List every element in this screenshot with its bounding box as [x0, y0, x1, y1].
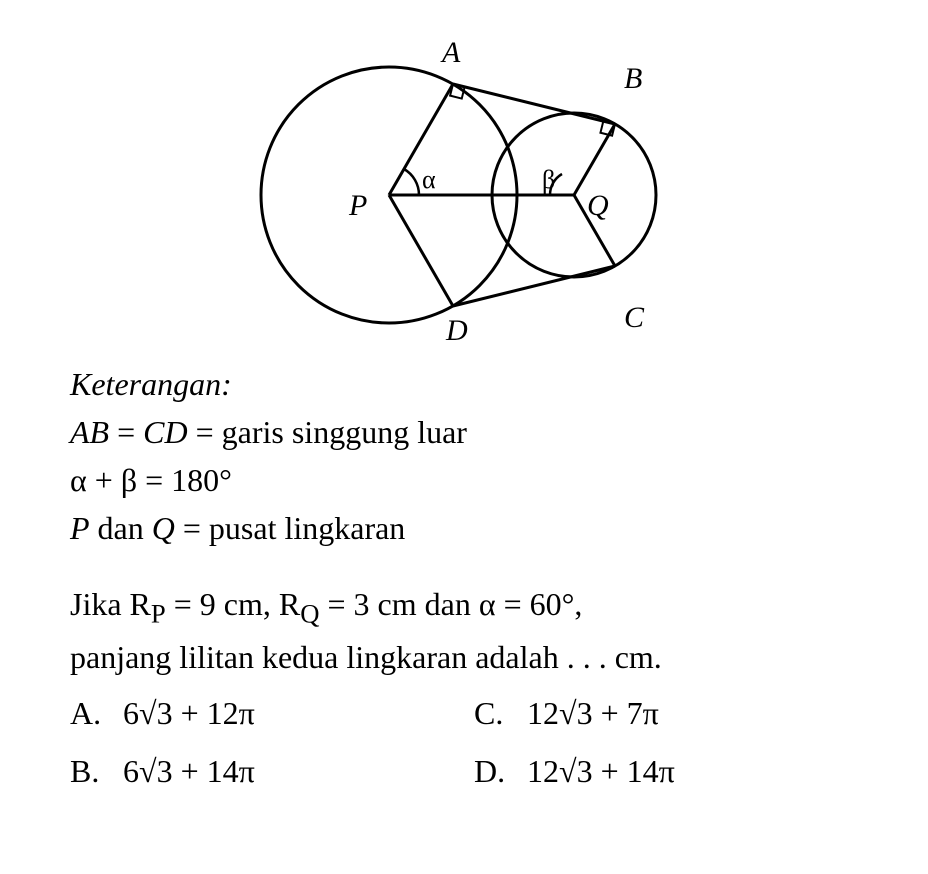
ab-text: AB [70, 414, 109, 450]
question-line2: panjang lilitan kedua lingkaran adalah .… [70, 633, 858, 681]
rp-r: R [130, 586, 151, 622]
jika-text: Jika [70, 586, 130, 622]
rq-val: = 3 cm dan α = 60°, [319, 586, 582, 622]
keterangan-line3: P dan Q = pusat lingkaran [70, 504, 858, 552]
option-d-text: 12√3 + 14π [527, 747, 675, 795]
option-b-text: 6√3 + 14π [123, 747, 255, 795]
cd-text: CD [143, 414, 187, 450]
option-c-text: 12√3 + 7π [527, 689, 659, 737]
rp-val: = 9 cm, [166, 586, 279, 622]
option-c: C. 12√3 + 7π [474, 689, 858, 737]
garis-text: garis singgung luar [222, 414, 467, 450]
eq3: = [175, 510, 209, 546]
option-b: B. 6√3 + 14π [70, 747, 454, 795]
label-a: A [440, 36, 461, 69]
rq-r: R [279, 586, 300, 622]
q-text: Q [152, 510, 175, 546]
eq1: = [109, 414, 143, 450]
rp-sub: P [151, 598, 166, 628]
label-q: Q [587, 189, 609, 222]
line-pa [389, 84, 453, 195]
option-b-letter: B. [70, 747, 105, 795]
label-b: B [624, 62, 642, 95]
label-alpha: α [422, 165, 436, 194]
dan-text: dan [90, 510, 152, 546]
diagram-svg: A B C D P Q α β [224, 30, 704, 340]
circles-diagram: A B C D P Q α β [224, 30, 704, 340]
label-c: C [624, 301, 645, 334]
p-text: P [70, 510, 90, 546]
angle-arc-alpha [404, 169, 419, 195]
keterangan-block: Keterangan: AB = CD = garis singgung lua… [70, 360, 858, 552]
option-d: D. 12√3 + 14π [474, 747, 858, 795]
option-c-letter: C. [474, 689, 509, 737]
label-d: D [445, 314, 468, 340]
options-grid: A. 6√3 + 12π C. 12√3 + 7π B. 6√3 + 14π D… [70, 689, 858, 795]
keterangan-line1: AB = CD = garis singgung luar [70, 408, 858, 456]
question-block: Jika RP = 9 cm, RQ = 3 cm dan α = 60°, p… [70, 580, 858, 795]
option-d-letter: D. [474, 747, 509, 795]
question-line1: Jika RP = 9 cm, RQ = 3 cm dan α = 60°, [70, 580, 858, 633]
eq2: = [188, 414, 222, 450]
keterangan-title: Keterangan: [70, 360, 858, 408]
option-a-letter: A. [70, 689, 105, 737]
label-p: P [348, 189, 367, 222]
keterangan-line2: α + β = 180° [70, 456, 858, 504]
rq-sub: Q [300, 598, 319, 628]
pusat-text: pusat lingkaran [209, 510, 405, 546]
option-a: A. 6√3 + 12π [70, 689, 454, 737]
label-beta: β [542, 165, 555, 194]
line-pd [389, 195, 453, 306]
option-a-text: 6√3 + 12π [123, 689, 255, 737]
